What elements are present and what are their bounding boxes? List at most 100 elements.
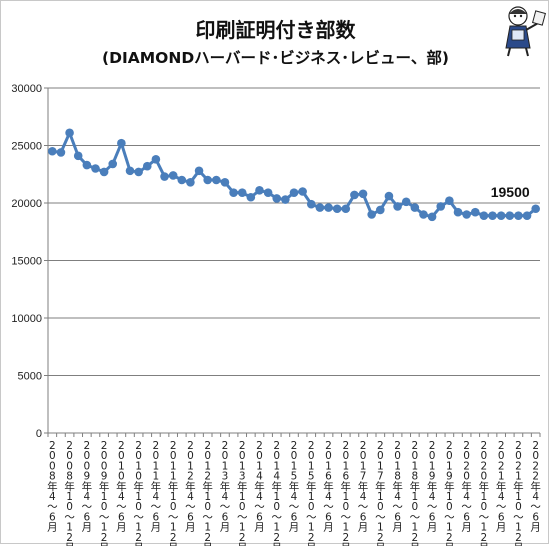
data-point: [168, 171, 178, 180]
y-tick-label: 0: [36, 428, 42, 440]
data-point: [488, 211, 497, 220]
data-point: [298, 187, 307, 196]
x-tick-label: 2 0 2 1 年 4 ～ 6 月: [496, 440, 507, 534]
chart-subtitle: (DIAMONDハーバード･ビジネス･レビュー、部): [102, 49, 449, 67]
data-point: [289, 188, 299, 197]
x-tick-label: 2 0 2 2 年 4 ～ 6 月: [530, 440, 541, 534]
data-point: [82, 160, 92, 170]
data-point: [65, 128, 74, 138]
data-point: [384, 191, 394, 201]
data-point: [445, 196, 454, 205]
data-point: [91, 164, 100, 173]
data-point: [220, 178, 230, 187]
data-point: [151, 155, 161, 164]
data-point: [514, 211, 523, 220]
data-point: [332, 204, 342, 214]
data-point: [496, 211, 506, 220]
y-tick-label: 25000: [11, 141, 42, 153]
data-point: [505, 211, 515, 220]
data-point: [453, 207, 463, 217]
y-axis: 0 5000 10000 15000 20000 25000 30000: [11, 83, 49, 440]
x-tick-label: 2 0 1 0 年 4 ～ 6 月: [116, 440, 127, 534]
data-point: [281, 195, 290, 204]
y-tick-label: 30000: [11, 83, 42, 95]
data-point: [470, 207, 480, 217]
data-point: [427, 212, 437, 222]
x-tick-label: 2 0 1 8 年 4 ～ 6 月: [392, 440, 403, 534]
chart-title: 印刷証明付き部数: [195, 18, 356, 42]
data-point: [73, 151, 83, 161]
data-point: [324, 203, 333, 212]
data-point: [410, 203, 420, 212]
y-tick-label: 15000: [11, 256, 42, 268]
data-point: [177, 175, 187, 185]
data-point: [255, 186, 264, 195]
data-point: [160, 172, 169, 181]
data-point: [436, 202, 446, 211]
data-point: [479, 211, 489, 220]
data-point: [246, 192, 256, 202]
data-point: [306, 199, 316, 209]
data-point: [522, 211, 532, 220]
data-point: [376, 205, 385, 215]
data-point: [341, 204, 351, 214]
data-point: [531, 204, 540, 214]
data-point: [117, 138, 126, 148]
y-tick-label: 5000: [18, 371, 42, 383]
data-point: [99, 167, 109, 177]
data-point: [358, 189, 368, 199]
x-tick-label: 2 0 2 0 年 4 ～ 6 月: [461, 440, 472, 534]
data-point: [212, 175, 221, 185]
mascot-icon: [505, 6, 546, 57]
data-point: [125, 166, 135, 176]
x-tick-label: 2 0 0 8 年 4 ～ 6 月: [47, 440, 58, 534]
data-point: [194, 166, 204, 176]
x-tick-label: 2 0 1 7 年 4 ～ 6 月: [358, 440, 369, 534]
data-point: [108, 159, 118, 169]
x-tick-label: 2 0 1 9 年 4 ～ 6 月: [427, 440, 438, 534]
x-tick-label: 2 0 1 1 年 4 ～ 6 月: [151, 440, 162, 534]
series-line: [48, 128, 540, 222]
data-point: [48, 146, 57, 156]
data-point: [142, 161, 152, 171]
data-point: [393, 202, 402, 211]
data-point: [462, 210, 471, 219]
data-point: [237, 188, 247, 197]
y-tick-label: 20000: [11, 198, 42, 210]
data-point: [315, 203, 325, 212]
data-point: [367, 210, 376, 219]
data-point: [350, 190, 359, 200]
x-tick-label: 2 0 1 4 年 4 ～ 6 月: [254, 440, 265, 534]
data-point: [203, 175, 212, 185]
x-tick-label: 2 0 1 2 年 4 ～ 6 月: [185, 440, 196, 534]
last-value-annotation: 19500: [491, 184, 530, 200]
x-tick-label: 2 0 1 3 年 4 ～ 6 月: [220, 440, 231, 534]
data-point: [134, 167, 143, 177]
data-point: [419, 210, 428, 219]
data-point: [229, 188, 238, 197]
data-point: [263, 188, 273, 197]
data-point: [186, 178, 195, 187]
y-tick-label: 10000: [11, 313, 42, 325]
x-tick-label: 2 0 1 6 年 4 ～ 6 月: [323, 440, 334, 534]
data-point: [401, 197, 411, 207]
data-point: [56, 148, 66, 157]
data-point: [272, 194, 282, 203]
x-tick-label: 2 0 0 9 年 4 ～ 6 月: [82, 440, 93, 534]
